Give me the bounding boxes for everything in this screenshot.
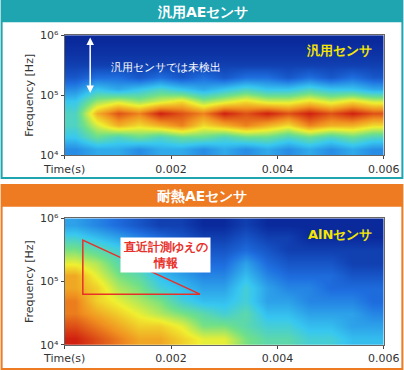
svg-text:10⁵: 10⁵ — [40, 89, 58, 102]
svg-text:AlNセンサ: AlNセンサ — [308, 227, 372, 242]
svg-text:10⁵: 10⁵ — [40, 275, 58, 288]
svg-text:0.002: 0.002 — [155, 163, 187, 176]
svg-text:汎用センサでは未検出: 汎用センサでは未検出 — [111, 61, 221, 74]
svg-text:Frequency [Hz]: Frequency [Hz] — [23, 240, 36, 323]
svg-text:汎用センサ: 汎用センサ — [306, 43, 372, 58]
svg-text:直近計測ゆえの情報: 直近計測ゆえの情報 — [123, 240, 208, 270]
svg-text:Time(s): Time(s) — [43, 352, 85, 365]
svg-text:0.004: 0.004 — [262, 163, 294, 176]
svg-text:0.002: 0.002 — [155, 352, 187, 365]
svg-text:10⁶: 10⁶ — [40, 212, 59, 225]
svg-text:Time(s): Time(s) — [43, 163, 85, 176]
svg-text:0.004: 0.004 — [262, 352, 294, 365]
svg-text:10⁴: 10⁴ — [40, 339, 59, 352]
svg-text:耐熱AEセンサ: 耐熱AEセンサ — [157, 188, 247, 204]
svg-text:0.006: 0.006 — [368, 163, 400, 176]
svg-text:Frequency [Hz]: Frequency [Hz] — [23, 54, 36, 137]
svg-text:10⁴: 10⁴ — [40, 149, 59, 162]
svg-text:汎用AEセンサ: 汎用AEセンサ — [157, 4, 248, 20]
svg-text:10⁶: 10⁶ — [40, 29, 59, 42]
svg-text:0.006: 0.006 — [368, 352, 400, 365]
